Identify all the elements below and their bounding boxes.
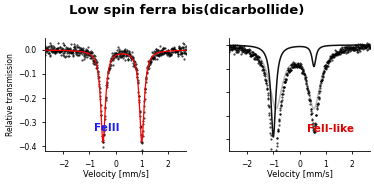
- X-axis label: Velocity [mm/s]: Velocity [mm/s]: [267, 170, 332, 179]
- Text: FeIII: FeIII: [94, 123, 120, 133]
- Text: Low spin ferra bis(dicarbollide): Low spin ferra bis(dicarbollide): [69, 4, 305, 17]
- Y-axis label: Relative transmission: Relative transmission: [6, 53, 15, 136]
- X-axis label: Velocity [mm/s]: Velocity [mm/s]: [83, 170, 148, 179]
- Text: FeII-like: FeII-like: [307, 124, 353, 134]
